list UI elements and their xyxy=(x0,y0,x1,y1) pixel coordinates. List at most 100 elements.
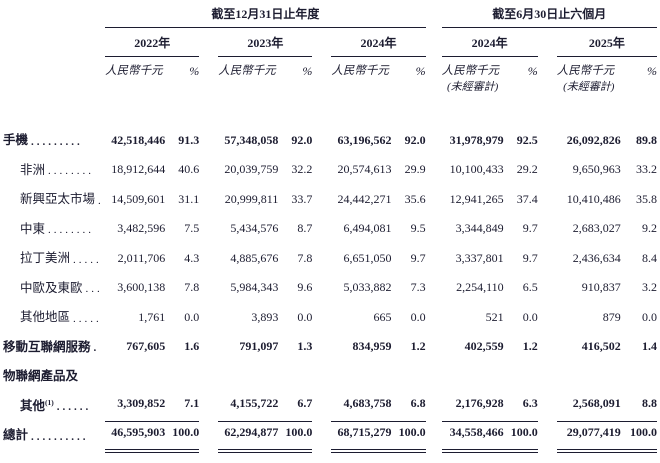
value-cell xyxy=(557,362,621,392)
value-cell: 1.2 xyxy=(410,339,426,354)
value-cell: 7.3 xyxy=(410,280,426,295)
dot-leader: .......... xyxy=(31,430,89,443)
value-cell: 2,254,110 xyxy=(456,280,504,295)
value-cell: 416,502 xyxy=(581,339,621,354)
value-cell xyxy=(218,362,278,392)
value-cell: 3,600,138 xyxy=(117,280,166,295)
value-cell: 2,176,928 xyxy=(441,391,504,422)
value-cell: 2,011,706 xyxy=(117,250,166,265)
table-row: 移動互聯網服務. 767,605 1.6 791,097 1.3 834,959… xyxy=(3,333,657,363)
value-cell: 31.1 xyxy=(178,191,200,206)
value-cell: 100.0 xyxy=(503,421,538,453)
row-label-text: 中歐及東歐 xyxy=(20,281,83,296)
financial-table-page: 截至12月31日止年度 截至6月30日止六個月 2022年 2023年 2024… xyxy=(3,5,657,453)
value-cell: 1.6 xyxy=(184,339,200,354)
value-cell: 1.4 xyxy=(642,339,657,354)
unit-label-2024-interim: 人民幣千元 xyxy=(441,64,500,77)
value-cell: 12,941,265 xyxy=(449,191,504,206)
year-2022-header: 2022年 xyxy=(105,27,200,57)
value-cell: 6.5 xyxy=(522,280,538,295)
value-cell: 5,434,576 xyxy=(230,221,279,236)
value-cell: 665 xyxy=(373,309,392,324)
value-cell: 9.5 xyxy=(410,221,426,236)
unaudited-row: (未經審計) (未經審計) xyxy=(3,78,657,94)
value-cell: 9,650,963 xyxy=(572,162,621,177)
value-cell: 791,097 xyxy=(239,339,279,354)
row-label: 手機......... xyxy=(3,126,105,156)
value-cell: 1.2 xyxy=(522,339,538,354)
value-cell: 35.6 xyxy=(404,191,426,206)
value-cell: 29.2 xyxy=(516,162,538,177)
dot-leader: ... xyxy=(85,283,103,296)
dot-leader: ........ xyxy=(48,165,95,178)
value-cell: 834,959 xyxy=(352,339,392,354)
value-cell: 33.7 xyxy=(291,191,313,206)
value-cell: 26,092,826 xyxy=(566,132,621,147)
value-cell xyxy=(504,362,538,392)
value-cell: 9.6 xyxy=(297,280,313,295)
row-label-text: 非洲 xyxy=(20,163,46,178)
value-cell: 31,978,979 xyxy=(449,132,504,147)
value-cell: 4.3 xyxy=(184,250,200,265)
table-row: 物聯網產品及 xyxy=(3,362,657,392)
value-cell: 2,436,634 xyxy=(572,250,621,265)
dot-leader: . xyxy=(98,194,104,207)
value-cell: 92.0 xyxy=(291,132,313,147)
value-cell xyxy=(165,362,199,392)
value-cell: 14,509,601 xyxy=(111,191,166,206)
value-cell: 6.3 xyxy=(503,391,538,422)
label-column-spacer xyxy=(3,27,105,56)
value-cell: 63,196,562 xyxy=(337,132,392,147)
value-cell xyxy=(392,362,426,392)
value-cell: 0.0 xyxy=(522,309,538,324)
group-gap xyxy=(426,5,442,27)
row-label-text: 其他地區 xyxy=(20,310,71,325)
value-cell: 35.8 xyxy=(636,191,657,206)
table-row: 手機......... 42,518,446 91.3 57,348,058 9… xyxy=(3,126,657,156)
table-row: 拉丁美洲..... 2,011,706 4.3 4,885,676 7.8 6,… xyxy=(3,244,657,274)
value-cell: 10,100,433 xyxy=(449,162,504,177)
value-cell: 910,837 xyxy=(581,280,621,295)
pct-label-2024-interim: % xyxy=(527,63,538,78)
value-cell xyxy=(105,362,165,392)
table-row: 其他地區..... 1,761 0.0 3,893 0.0 665 0.0 52… xyxy=(3,303,657,333)
dot-leader: ......... xyxy=(31,135,83,148)
table-row: 非洲........ 18,912,644 40.6 20,039,759 32… xyxy=(3,156,657,186)
value-cell: 767,605 xyxy=(126,339,166,354)
value-cell: 6.8 xyxy=(391,391,426,422)
value-cell: 4,155,722 xyxy=(218,391,279,422)
value-cell: 68,715,279 xyxy=(331,421,392,453)
value-cell: 37.4 xyxy=(516,191,538,206)
row-label: 拉丁美洲..... xyxy=(3,244,105,274)
value-cell: 32.2 xyxy=(291,162,313,177)
row-label-text: 物聯網產品及 xyxy=(3,369,79,384)
value-cell: 402,559 xyxy=(464,339,504,354)
value-cell: 7.8 xyxy=(297,250,313,265)
value-cell: 89.8 xyxy=(636,132,657,147)
value-cell: 3,309,852 xyxy=(105,391,166,422)
value-cell: 100.0 xyxy=(391,421,426,453)
value-cell: 62,294,877 xyxy=(218,421,279,453)
value-cell: 2,683,027 xyxy=(572,221,621,236)
row-label: 物聯網產品及 xyxy=(3,362,105,392)
value-cell: 46,595,903 xyxy=(105,421,166,453)
value-cell: 10,410,486 xyxy=(566,191,621,206)
year-2025-header: 2025年 xyxy=(556,27,657,57)
header-spacer-row xyxy=(3,94,657,126)
value-cell: 42,518,446 xyxy=(111,132,166,147)
value-cell: 3,344,849 xyxy=(455,221,504,236)
value-cell: 100.0 xyxy=(165,421,200,453)
value-cell xyxy=(331,362,391,392)
unit-label-2022: 人民幣千元 xyxy=(105,64,163,77)
row-label: 其他地區..... xyxy=(3,303,105,333)
value-cell: 5,033,882 xyxy=(343,280,392,295)
value-cell: 3,482,596 xyxy=(117,221,166,236)
value-cell: 521 xyxy=(485,309,504,324)
value-cell: 9.7 xyxy=(522,221,538,236)
value-cell: 92.5 xyxy=(516,132,538,147)
value-cell: 4,683,758 xyxy=(331,391,392,422)
value-cell: 4,885,676 xyxy=(230,250,279,265)
value-cell xyxy=(621,362,657,392)
label-column-spacer xyxy=(3,5,105,27)
table-row: 中歐及東歐... 3,600,138 7.8 5,984,343 9.6 5,0… xyxy=(3,274,657,304)
